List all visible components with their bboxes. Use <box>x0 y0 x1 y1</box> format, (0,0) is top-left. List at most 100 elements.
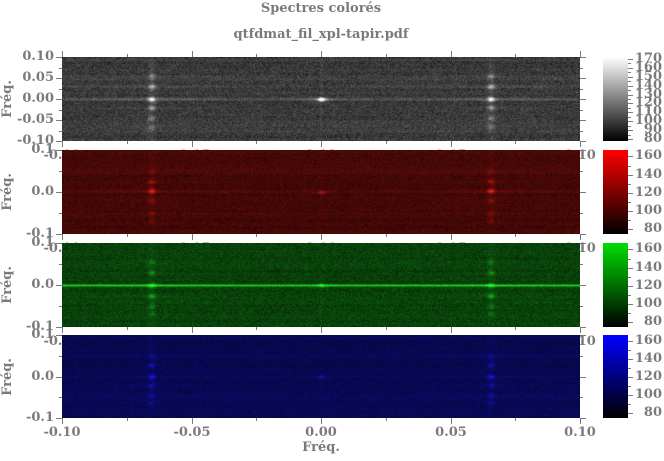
x-major-tick <box>62 327 63 333</box>
colorbar-major-tick <box>628 395 633 396</box>
colorbar-tick-label: 120 <box>634 369 662 384</box>
colorbar-tick-label: 90 <box>643 122 662 137</box>
y-major-tick-right <box>580 120 586 121</box>
colorbar-minor-tick <box>628 404 631 405</box>
y-major-tick-right <box>580 57 586 58</box>
x-major-tick <box>451 327 452 333</box>
y-tick-label: 0.0 <box>31 369 54 384</box>
y-major-tick-right <box>580 192 586 193</box>
y-minor-tick-right <box>580 397 583 398</box>
y-major-tick <box>56 285 62 286</box>
y-minor-tick <box>59 68 62 69</box>
colorbar-major-tick <box>628 59 633 60</box>
colorbar-minor-tick <box>628 135 631 136</box>
colorbar-tick-label: 140 <box>634 78 662 93</box>
colorbar-minor-tick <box>628 72 631 73</box>
x-minor-tick <box>386 418 387 421</box>
y-tick-label: 0.1 <box>31 142 54 157</box>
colorbar-tick-label: 120 <box>634 278 662 293</box>
x-minor-tick <box>127 327 128 330</box>
x-major-tick-top <box>451 51 452 57</box>
y-tick-label: -0.10 <box>16 133 54 148</box>
colorbar-minor-tick <box>628 313 631 314</box>
y-tick-label: 0.1 <box>31 327 54 342</box>
y-tick-label: 0.00 <box>22 91 54 106</box>
x-major-tick <box>580 418 581 424</box>
colorbar-tick-label: 140 <box>634 260 662 275</box>
y-minor-tick <box>59 213 62 214</box>
y-major-tick-right <box>580 327 586 328</box>
x-major-tick-top <box>192 51 193 57</box>
y-tick-label: 0.0 <box>31 277 54 292</box>
colorbar-tick-label: 100 <box>634 296 662 311</box>
x-minor-tick <box>515 418 516 421</box>
x-major-tick <box>192 418 193 424</box>
x-major-tick <box>62 234 63 240</box>
colorbar-minor-tick <box>628 108 631 109</box>
colorbar-tick-label: 100 <box>634 113 662 128</box>
x-major-tick <box>321 234 322 240</box>
x-major-tick <box>321 141 322 147</box>
y-major-tick <box>56 99 62 100</box>
x-major-tick <box>451 418 452 424</box>
colorbar-minor-tick <box>628 259 631 260</box>
y-tick-label: 0.1 <box>31 235 54 250</box>
y-minor-tick <box>59 306 62 307</box>
x-minor-tick <box>256 327 257 330</box>
x-minor-tick-top <box>515 54 516 57</box>
chart-subtitle: qtfdmat_fil_xpl-tapir.pdf <box>233 27 409 42</box>
y-tick-label: -0.1 <box>25 319 54 334</box>
x-major-tick <box>192 141 193 147</box>
colorbar-major-tick <box>628 377 633 378</box>
colorbar-major-tick <box>628 193 633 194</box>
colorbar-tick-label: 130 <box>634 87 662 102</box>
colorbar-tick-label: 100 <box>634 203 662 218</box>
colorbar-major-tick <box>628 304 633 305</box>
chart-title: Spectres colorés <box>260 1 382 16</box>
x-minor-tick <box>515 327 516 330</box>
x-major-tick <box>62 418 63 424</box>
y-minor-tick-right <box>580 213 583 214</box>
colorbar-major-tick <box>628 86 633 87</box>
x-minor-tick <box>127 418 128 421</box>
y-major-tick-right <box>580 99 586 100</box>
colorbar-tick-label: 160 <box>634 60 662 75</box>
y-major-tick <box>56 327 62 328</box>
x-major-tick-top <box>580 51 581 57</box>
y-major-tick-right <box>580 243 586 244</box>
y-major-tick-right <box>580 78 586 79</box>
y-axis-title: Fréq. <box>0 80 15 118</box>
colorbar-major-tick <box>628 341 633 342</box>
y-minor-tick <box>59 171 62 172</box>
colorbar-minor-tick <box>628 295 631 296</box>
x-major-tick <box>62 141 63 147</box>
y-major-tick <box>56 418 62 419</box>
colorbar-minor-tick <box>628 166 631 167</box>
colorbar-major-tick <box>628 413 633 414</box>
y-minor-tick <box>59 264 62 265</box>
x-minor-tick <box>127 141 128 144</box>
y-minor-tick-right <box>580 171 583 172</box>
y-major-tick <box>56 192 62 193</box>
colorbar-tick-label: 160 <box>634 333 662 348</box>
x-major-tick <box>321 327 322 333</box>
x-axis-title: Fréq. <box>302 440 340 455</box>
spectrum-panel-green <box>62 243 580 327</box>
x-major-tick <box>192 327 193 333</box>
y-minor-tick-right <box>580 89 583 90</box>
colorbar-tick-label: 80 <box>643 221 662 236</box>
colorbar-major-tick <box>628 121 633 122</box>
y-minor-tick <box>59 131 62 132</box>
x-minor-tick <box>256 141 257 144</box>
x-tick-label: 0.00 <box>305 425 337 440</box>
y-minor-tick <box>59 397 62 398</box>
colorbar-tick-label: 80 <box>643 405 662 420</box>
colorbar-major-tick <box>628 77 633 78</box>
x-major-tick <box>451 141 452 147</box>
x-tick-label: 0.05 <box>435 425 467 440</box>
colorbar-green <box>603 243 628 327</box>
x-major-tick-top <box>62 51 63 57</box>
colorbar-major-tick <box>628 359 633 360</box>
colorbar-minor-tick <box>628 81 631 82</box>
